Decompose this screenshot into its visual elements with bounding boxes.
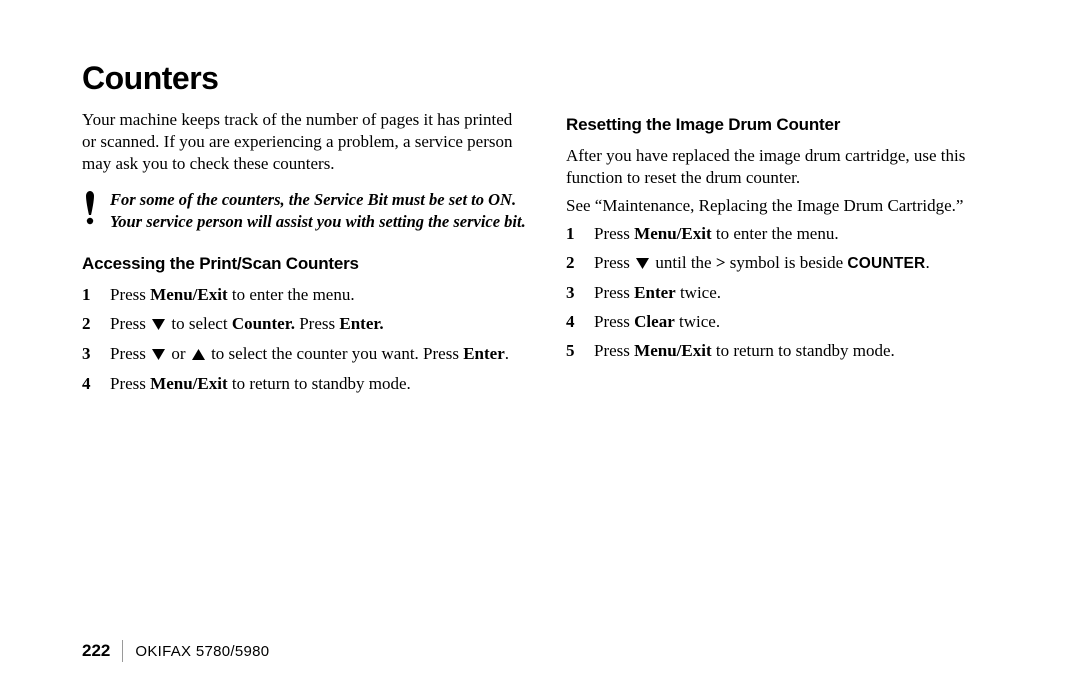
left-step-4: 4 Press Menu/Exit to return to standby m… <box>82 373 526 396</box>
step-number: 3 <box>566 282 578 305</box>
left-subheading: Accessing the Print/Scan Counters <box>82 254 526 274</box>
step-text: Press to select Counter. Press Enter. <box>110 313 526 337</box>
step-number: 5 <box>566 340 578 363</box>
right-steps: 1 Press Menu/Exit to enter the menu. 2 P… <box>566 223 1010 363</box>
right-step-3: 3 Press Enter twice. <box>566 282 1010 305</box>
step-text: Press or to select the counter you want.… <box>110 343 526 367</box>
two-column-layout: Your machine keeps track of the number o… <box>82 109 1010 402</box>
right-paragraph-1: After you have replaced the image drum c… <box>566 145 1010 189</box>
left-column: Your machine keeps track of the number o… <box>82 109 526 402</box>
left-step-1: 1 Press Menu/Exit to enter the menu. <box>82 284 526 307</box>
service-note-text: For some of the counters, the Service Bi… <box>110 189 526 232</box>
left-steps: 1 Press Menu/Exit to enter the menu. 2 P… <box>82 284 526 396</box>
step-number: 4 <box>566 311 578 334</box>
right-subheading: Resetting the Image Drum Counter <box>566 115 1010 135</box>
page-footer: 222 OKIFAX 5780/5980 <box>82 640 269 662</box>
down-arrow-icon <box>636 253 649 276</box>
down-arrow-icon <box>152 314 165 337</box>
step-text: Press Menu/Exit to enter the menu. <box>594 223 1010 246</box>
step-number: 1 <box>566 223 578 246</box>
step-number: 3 <box>82 343 94 367</box>
up-arrow-icon <box>192 344 205 367</box>
right-column: Resetting the Image Drum Counter After y… <box>566 109 1010 402</box>
page-number: 222 <box>82 641 122 661</box>
step-text: Press Enter twice. <box>594 282 1010 305</box>
left-step-2: 2 Press to select Counter. Press Enter. <box>82 313 526 337</box>
intro-paragraph: Your machine keeps track of the number o… <box>82 109 526 175</box>
step-number: 2 <box>82 313 94 337</box>
service-note: For some of the counters, the Service Bi… <box>82 189 526 232</box>
product-name: OKIFAX 5780/5980 <box>135 643 269 660</box>
step-text: Press Clear twice. <box>594 311 1010 334</box>
page-title: Counters <box>82 60 1010 97</box>
step-text: Press until the > symbol is beside COUNT… <box>594 252 1010 276</box>
footer-divider <box>122 640 123 662</box>
right-step-5: 5 Press Menu/Exit to return to standby m… <box>566 340 1010 363</box>
step-text: Press Menu/Exit to return to standby mod… <box>110 373 526 396</box>
caution-icon <box>82 191 100 230</box>
step-number: 4 <box>82 373 94 396</box>
step-text: Press Menu/Exit to enter the menu. <box>110 284 526 307</box>
right-step-2: 2 Press until the > symbol is beside COU… <box>566 252 1010 276</box>
right-paragraph-2: See “Maintenance, Replacing the Image Dr… <box>566 195 1010 217</box>
step-text: Press Menu/Exit to return to standby mod… <box>594 340 1010 363</box>
right-step-1: 1 Press Menu/Exit to enter the menu. <box>566 223 1010 246</box>
step-number: 1 <box>82 284 94 307</box>
right-step-4: 4 Press Clear twice. <box>566 311 1010 334</box>
down-arrow-icon <box>152 344 165 367</box>
step-number: 2 <box>566 252 578 276</box>
left-step-3: 3 Press or to select the counter you wan… <box>82 343 526 367</box>
